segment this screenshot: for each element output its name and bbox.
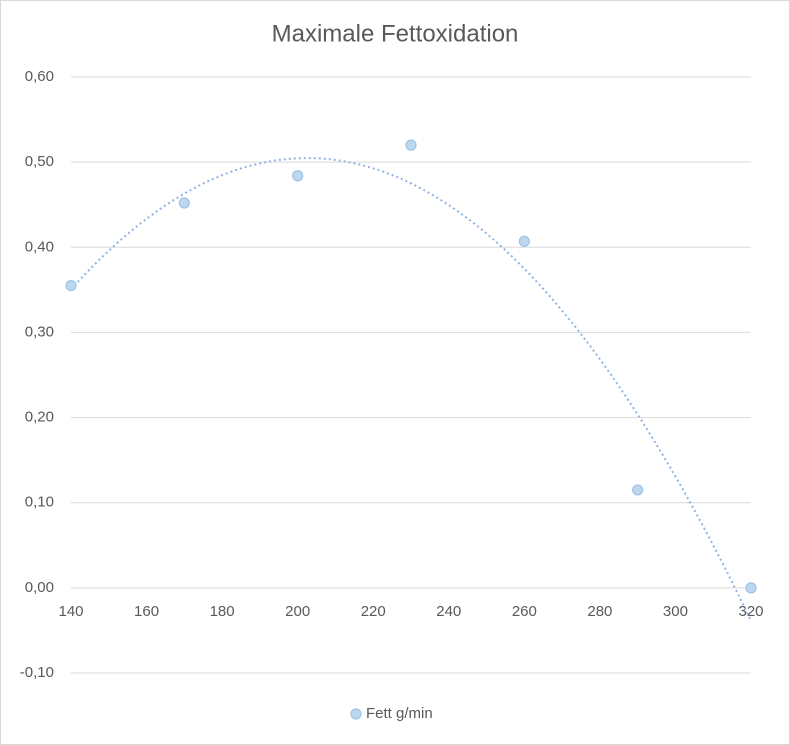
legend-label: Fett g/min [366, 705, 433, 722]
data-point [405, 139, 417, 151]
x-tick-label: 160 [134, 603, 159, 620]
trendline [70, 157, 752, 622]
x-tick-label: 200 [285, 603, 310, 620]
data-point [632, 484, 644, 496]
y-tick-label: 0,00 [25, 579, 54, 596]
x-tick-label: 140 [58, 603, 83, 620]
y-tick-label: 0,30 [25, 323, 54, 340]
y-tick-label: 0,40 [25, 238, 54, 255]
y-tick-label: 0,50 [25, 153, 54, 170]
y-tick-label: 0,20 [25, 409, 54, 426]
y-tick-label: 0,10 [25, 494, 54, 511]
x-tick-label: 320 [738, 603, 763, 620]
data-point [518, 235, 530, 247]
data-point [292, 170, 304, 182]
y-tick-label: -0,10 [20, 664, 54, 681]
data-point [65, 280, 77, 292]
x-tick-label: 240 [436, 603, 461, 620]
x-tick-label: 180 [210, 603, 235, 620]
x-tick-label: 260 [512, 603, 537, 620]
x-tick-label: 220 [361, 603, 386, 620]
x-tick-label: 300 [663, 603, 688, 620]
x-tick-label: 280 [587, 603, 612, 620]
legend-marker [350, 708, 362, 720]
y-tick-label: 0,60 [25, 68, 54, 85]
data-point [178, 197, 190, 209]
chart-title: Maximale Fettoxidation [272, 20, 519, 47]
data-point [745, 582, 757, 594]
